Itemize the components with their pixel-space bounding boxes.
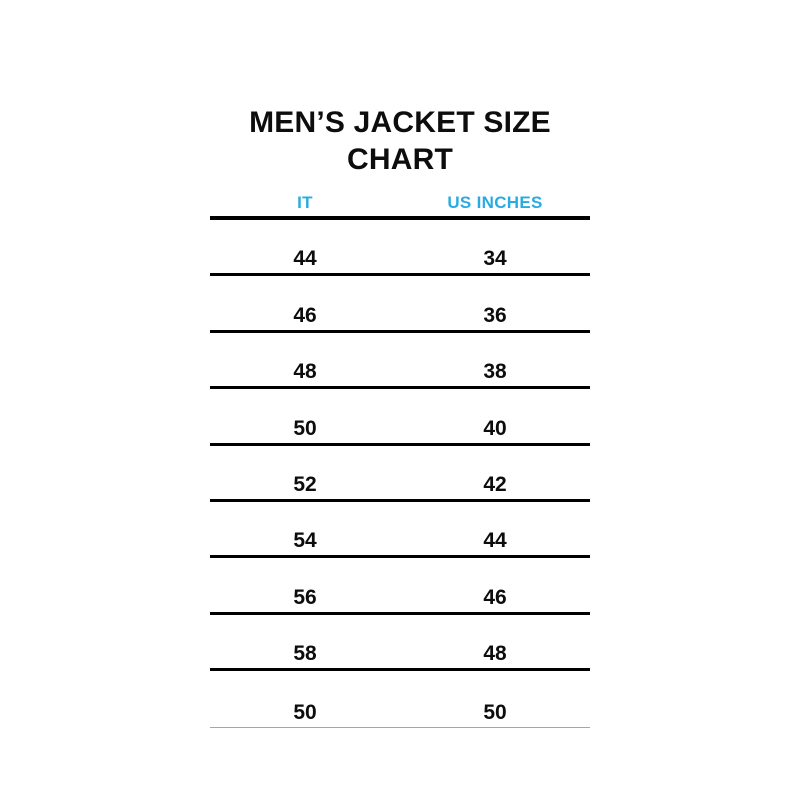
cell-it-size: 50: [293, 416, 317, 440]
table-row: 50 40: [210, 389, 590, 446]
cell-us-size: 48: [483, 642, 507, 666]
column-header-it: IT: [297, 193, 313, 212]
cell-it-size: 52: [293, 472, 317, 496]
page-title: MEN’S JACKET SIZE CHART: [0, 104, 800, 178]
cell-us-size: 40: [483, 416, 507, 440]
cell-it-size: 50: [293, 700, 317, 724]
cell-it-size: 46: [293, 303, 317, 327]
cell-us-size: 44: [483, 529, 507, 553]
cell-us-size: 50: [483, 700, 507, 724]
cell-it-size: 44: [293, 247, 317, 271]
table-row: 44 34: [210, 220, 590, 277]
cell-us-size: 42: [483, 472, 507, 496]
table-header-row: IT US INCHES: [210, 190, 590, 220]
page-title-line-1: MEN’S JACKET SIZE: [249, 106, 551, 139]
table-row: 54 44: [210, 502, 590, 559]
table-row: 58 48: [210, 615, 590, 672]
table-row: 50 50: [210, 671, 590, 728]
cell-us-size: 36: [483, 303, 507, 327]
cell-it-size: 56: [293, 585, 317, 609]
cell-us-size: 34: [483, 247, 507, 271]
table-row: 52 42: [210, 446, 590, 502]
page-title-line-2: CHART: [347, 143, 453, 176]
cell-us-size: 46: [483, 585, 507, 609]
cell-it-size: 58: [293, 642, 317, 666]
column-header-us-inches: US INCHES: [447, 193, 543, 212]
cell-it-size: 48: [293, 360, 317, 384]
table-row: 46 36: [210, 276, 590, 333]
cell-us-size: 38: [483, 360, 507, 384]
size-table: IT US INCHES 44 34 46 36 48 38 50 40 52 …: [210, 190, 590, 728]
table-row: 48 38: [210, 333, 590, 390]
table-row: 56 46: [210, 558, 590, 615]
cell-it-size: 54: [293, 529, 317, 553]
